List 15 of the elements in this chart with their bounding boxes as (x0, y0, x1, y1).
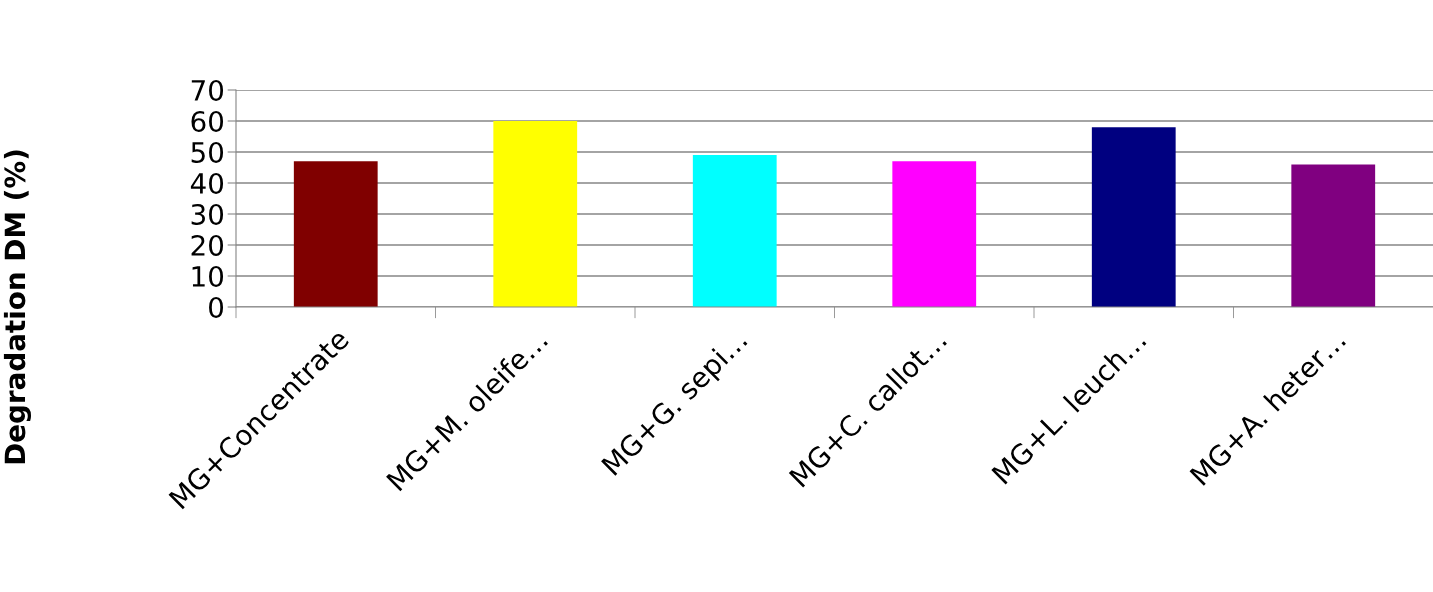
y-tick-label: 70 (191, 79, 224, 101)
y-tick-label: 40 (190, 172, 224, 194)
y-tick-label: 0 (209, 296, 224, 318)
y-tick-label: 10 (192, 265, 224, 287)
bar (692, 155, 777, 307)
bar (892, 161, 977, 307)
y-axis-title: Degradation DM (%) (3, 150, 31, 464)
y-tick-label: 20 (191, 234, 224, 256)
y-tick-label: 60 (191, 110, 224, 132)
y-tick-label: 50 (191, 141, 224, 163)
bar (1091, 127, 1176, 307)
bar (293, 161, 378, 307)
bar (1291, 164, 1376, 307)
bar (493, 121, 578, 307)
y-tick-label: 30 (191, 203, 224, 225)
